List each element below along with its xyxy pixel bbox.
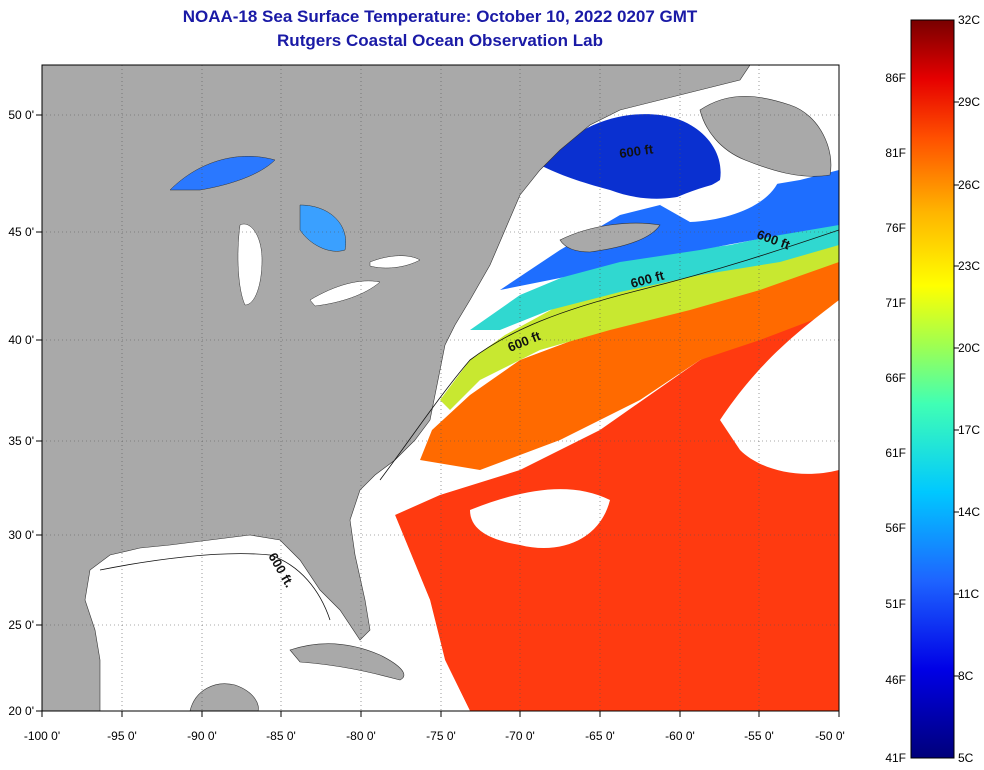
isobath-atlantic [379, 229, 839, 481]
fahrenheit-label: 46F [885, 673, 906, 687]
colorbar [910, 19, 955, 759]
land-nova-scotia [559, 222, 661, 253]
fahrenheit-label: 86F [885, 71, 906, 85]
map-subtitle: Rutgers Coastal Ocean Observation Lab [277, 31, 603, 50]
fahrenheit-label: 81F [885, 146, 906, 160]
sst-warm-region [395, 300, 839, 711]
x-tick-label: -70 0' [505, 729, 535, 743]
x-tick-label: -75 0' [426, 729, 456, 743]
y-tick-label: 40 0' [8, 333, 34, 347]
celsius-label: 17C [958, 423, 980, 437]
fahrenheit-label: 56F [885, 521, 906, 535]
celsius-label: 8C [958, 669, 974, 683]
sst-transition-region [440, 240, 839, 410]
lake-superior [169, 156, 276, 191]
x-tick-label: -85 0' [266, 729, 296, 743]
land-yucatan [189, 683, 259, 711]
x-tick-label: -90 0' [187, 729, 217, 743]
lake-michigan [237, 223, 263, 306]
sst-gulf-stream-region [420, 240, 839, 470]
y-tick-label: 25 0' [8, 618, 34, 632]
x-tick-label: -65 0' [585, 729, 615, 743]
celsius-label: 32C [958, 13, 980, 27]
x-tick-label: -50 0' [815, 729, 845, 743]
y-tick-label: 45 0' [8, 225, 34, 239]
map-title: NOAA-18 Sea Surface Temperature: October… [182, 7, 698, 26]
fahrenheit-label: 51F [885, 597, 906, 611]
fahrenheit-label: 71F [885, 296, 906, 310]
land-cuba [289, 643, 405, 681]
land-newfoundland [699, 95, 832, 177]
celsius-label: 26C [958, 178, 980, 192]
isobath-gulf [99, 553, 331, 621]
lake-huron [299, 204, 347, 252]
x-tick-label: -55 0' [744, 729, 774, 743]
contour-label-1: 600 ft [618, 141, 654, 161]
x-tick-label: -100 0' [24, 729, 60, 743]
celsius-label: 11C [958, 587, 979, 601]
cloud-patch-south [470, 489, 610, 548]
x-axis [41, 711, 840, 717]
fahrenheit-label: 66F [885, 371, 906, 385]
graticule [42, 65, 839, 711]
lake-erie [309, 280, 381, 307]
celsius-label: 14C [958, 505, 980, 519]
x-tick-label: -95 0' [107, 729, 137, 743]
y-axis [36, 114, 42, 712]
celsius-label: 23C [958, 259, 980, 273]
cloud-patch-east [720, 300, 839, 474]
land-north-america [42, 65, 751, 711]
y-tick-label: 30 0' [8, 528, 34, 542]
celsius-label: 20C [958, 341, 980, 355]
celsius-label: 5C [958, 751, 974, 765]
fahrenheit-label: 41F [885, 751, 906, 765]
colorbar-ticks [954, 101, 959, 677]
y-tick-label: 50 0' [8, 108, 34, 122]
fahrenheit-label: 61F [885, 446, 906, 460]
celsius-label: 29C [958, 95, 980, 109]
x-tick-label: -80 0' [346, 729, 376, 743]
lake-ontario [369, 255, 421, 269]
y-tick-label: 20 0' [8, 704, 34, 718]
cloud-patch-north [660, 177, 780, 222]
y-tick-label: 35 0' [8, 434, 34, 448]
sst-cool-shelf [470, 220, 839, 330]
x-tick-label: -60 0' [665, 729, 695, 743]
gulf-st-lawrence [540, 114, 721, 199]
fahrenheit-label: 76F [885, 221, 906, 235]
